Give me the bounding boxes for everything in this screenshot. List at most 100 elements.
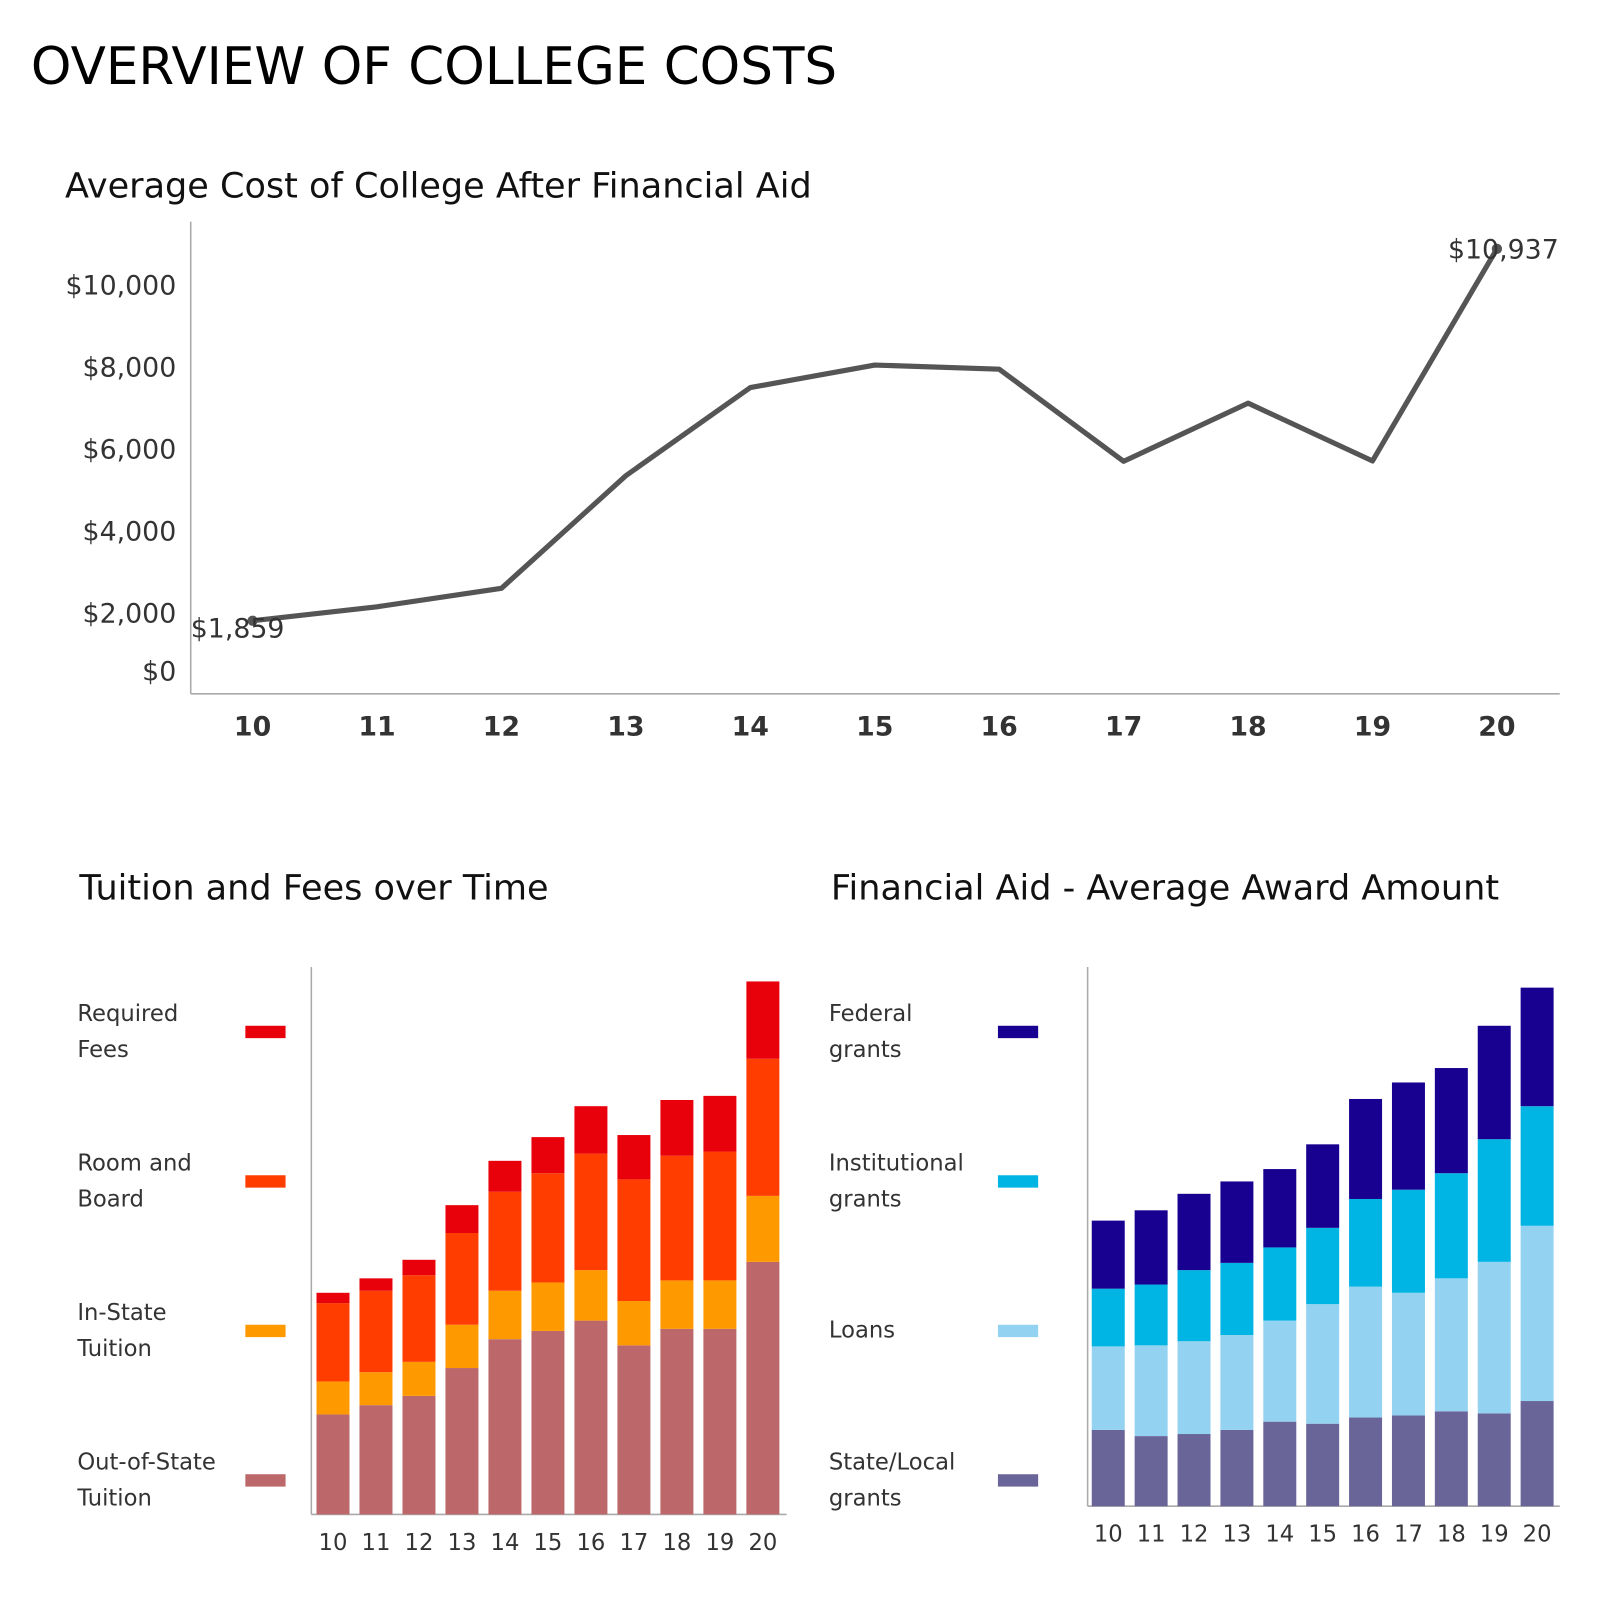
bar-segment [1477,1261,1511,1414]
bar-segment [1177,1270,1211,1342]
bar-segment [402,1361,436,1396]
bar-segment [1434,1278,1468,1412]
legend-label: Federal grants [829,1000,920,1062]
x-tick-label: 13 [607,711,644,742]
bar-segment [1391,1292,1425,1416]
legend-label: Loans [829,1317,895,1343]
bar-segment [660,1100,694,1156]
bar-segment [1520,1401,1554,1507]
bar-segment [574,1270,608,1321]
legend-swatch [997,1025,1039,1039]
x-tick-label: 20 [748,1530,777,1556]
x-tick-label: 12 [483,711,520,742]
bar-segment [1477,1139,1511,1262]
bar-segment [1520,1225,1554,1402]
x-tick-label: 20 [1523,1522,1552,1548]
x-tick-label: 16 [576,1530,605,1556]
bar-segment [1520,987,1554,1107]
bar-segment [1177,1341,1211,1435]
bar-segment [703,1151,737,1281]
bar-segment [1349,1198,1383,1287]
bar-segment [531,1330,565,1515]
bar-segment [1391,1415,1425,1507]
x-tick-label: 15 [534,1530,563,1556]
bar-segment [445,1324,479,1369]
legend-label: Out-of-State Tuition [76,1449,223,1511]
legend-swatch [997,1474,1039,1487]
bar-segment [1263,1247,1297,1321]
bar-segment [1134,1345,1168,1437]
bar-segment [316,1381,350,1415]
bar-segment [1220,1262,1254,1336]
legend-swatch [245,1474,286,1487]
legend-label: Required Fees [77,1000,185,1062]
bar-segment [617,1135,651,1180]
x-tick-label: 18 [1229,711,1266,742]
x-tick-label: 11 [1137,1522,1166,1548]
bar-segment [359,1372,393,1406]
bar-segment [1391,1082,1425,1190]
x-tick-label: 18 [662,1530,691,1556]
end-point [1491,243,1503,254]
y-tick-label: $10,000 [65,271,176,302]
bar-segment [1306,1304,1340,1424]
bar-segment [1349,1098,1383,1199]
bar-segment [1177,1434,1211,1507]
y-tick-label: $0 [142,657,176,688]
legend-swatch [245,1324,286,1338]
x-tick-label: 20 [1478,711,1515,742]
x-tick-label: 10 [234,711,271,742]
bar-segment [1477,1413,1511,1507]
y-tick-label: $2,000 [83,598,177,629]
x-tick-label: 10 [319,1530,348,1556]
x-tick-label: 17 [619,1530,648,1556]
y-tick-label: $6,000 [83,435,177,466]
bar-segment [445,1205,479,1233]
bar-segment [1434,1411,1468,1507]
bar-segment [660,1328,694,1515]
legend-label: Institutional grants [829,1150,971,1212]
bar-segment [1220,1335,1254,1430]
bar-segment [402,1395,436,1515]
bar-segment [1520,1106,1554,1226]
bar-segment [617,1179,651,1302]
bar-segment [660,1280,694,1329]
bar-segment [488,1290,522,1340]
bar-segment [316,1303,350,1382]
end-point [247,615,258,626]
bar-segment [1220,1181,1254,1263]
bar-segment [1306,1423,1340,1507]
bar-segment [746,1058,780,1196]
legend-swatch [997,1175,1039,1188]
x-tick-label: 19 [1480,1522,1509,1548]
chart-title: Financial Aid - Average Award Amount [831,868,1499,909]
bar-segment [1306,1144,1340,1228]
x-tick-label: 12 [1180,1522,1209,1548]
value-label: $10,937 [1448,234,1559,265]
bar-segment [1091,1346,1125,1430]
chart-title: Tuition and Fees over Time [78,868,548,909]
bar-segment [703,1328,737,1515]
x-tick-label: 11 [358,711,395,742]
x-tick-label: 14 [1265,1522,1294,1548]
bar-segment [617,1345,651,1515]
bar-segment [1391,1189,1425,1293]
bar-segment [1091,1429,1125,1507]
x-tick-label: 12 [405,1530,434,1556]
bar-segment [1134,1436,1168,1507]
bar-segment [1220,1429,1254,1507]
x-tick-label: 11 [362,1530,391,1556]
line [252,247,1500,624]
x-tick-label: 15 [856,711,893,742]
bar-segment [402,1259,436,1276]
legend-swatch [997,1324,1039,1338]
bar-segment [402,1275,436,1362]
x-tick-label: 14 [491,1530,520,1556]
bar-segment [359,1278,393,1291]
bar-segment [1306,1227,1340,1305]
x-tick-label: 18 [1437,1522,1466,1548]
x-tick-label: 17 [1105,711,1142,742]
bar-segment [1434,1068,1468,1174]
legend-label: In-State Tuition [76,1299,173,1361]
